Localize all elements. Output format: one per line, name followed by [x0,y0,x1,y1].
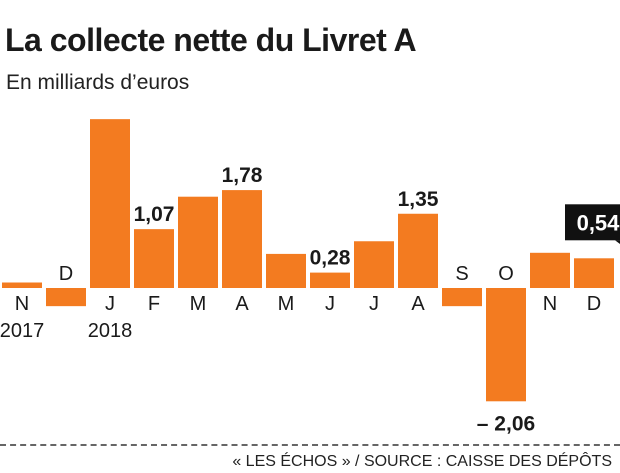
bar-chart: N D J F M A M J J A S O N D 2017 2018 1,07 1,78 0,28 1,35 – … [0,119,620,435]
month-label-14: D [587,293,601,315]
bar-7 [266,253,306,288]
bar-2 [46,288,86,307]
value-label-8: 0,28 [310,247,351,270]
source-credit: « LES ÉCHOS » / SOURCE : CAISSE DES DÉPÔ… [232,453,612,470]
value-label-14: 0,54 [577,210,620,235]
bar-6 [222,190,262,288]
bar-9 [354,241,394,288]
value-callout-box [565,204,620,241]
bar-14 [574,258,614,288]
month-label-10: A [411,293,425,315]
chart-title: La collecte nette du Livret A [5,22,417,58]
month-label-2: D [59,263,73,285]
month-label-3: J [105,293,115,315]
year-label-2018: 2018 [88,320,133,342]
chart-subtitle: En milliards d’euros [6,71,190,94]
bar-12 [486,288,526,402]
bar-4 [134,229,174,288]
bar-8 [310,272,350,288]
month-label-1: N [15,293,29,315]
bar-13 [530,252,570,288]
bar-1 [2,282,42,288]
month-label-4: F [148,293,160,315]
value-label-10: 1,35 [398,188,439,211]
value-label-6: 1,78 [222,164,263,187]
month-label-6: A [235,293,249,315]
value-label-12: – 2,06 [477,412,535,435]
month-label-11: S [455,263,468,285]
bar-3 [90,119,130,289]
bar-5 [178,196,218,288]
bar-11 [442,288,482,307]
month-label-13: N [543,293,557,315]
bar-10 [398,213,438,288]
month-label-7: M [278,293,295,315]
footer-divider [0,444,620,446]
month-label-5: M [190,293,207,315]
month-label-9: J [369,293,379,315]
month-label-12: O [498,263,514,285]
value-label-4: 1,07 [134,203,175,226]
month-label-8: J [325,293,335,315]
value-callout-pointer [615,240,620,245]
year-label-2017: 2017 [0,320,44,342]
